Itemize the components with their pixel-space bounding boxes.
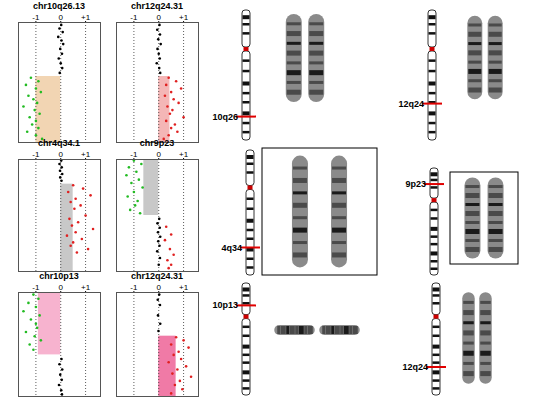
svg-text:+1: +1 — [179, 13, 189, 22]
html-text:chr9p23: chr9p23 — [139, 138, 175, 148]
svg-text:-1: -1 — [130, 150, 138, 159]
svg-text:10p13: 10p13 — [212, 300, 238, 310]
svg-text:+1: +1 — [81, 283, 91, 292]
svg-text:+1: +1 — [81, 150, 91, 159]
svg-text:+1: +1 — [81, 13, 91, 22]
svg-text:+1: +1 — [179, 283, 189, 292]
svg-text:9p23: 9p23 — [405, 179, 426, 189]
html-text:chr12q24.31: chr12q24.31 — [131, 271, 183, 281]
svg-text:0: 0 — [157, 283, 162, 292]
html-text:chr10p13: chr10p13 — [39, 271, 79, 281]
svg-text:-1: -1 — [130, 13, 138, 22]
svg-text:12q24: 12q24 — [398, 99, 424, 109]
svg-text:-1: -1 — [32, 283, 40, 292]
svg-text:0: 0 — [59, 283, 64, 292]
svg-text:10q26: 10q26 — [212, 112, 238, 122]
html-text:chr12q24.31: chr12q24.31 — [131, 1, 183, 11]
svg-text:-1: -1 — [32, 150, 40, 159]
svg-text:12q24: 12q24 — [402, 362, 428, 372]
svg-text:0: 0 — [157, 13, 162, 22]
svg-text:+1: +1 — [179, 150, 189, 159]
svg-text:-1: -1 — [32, 13, 40, 22]
svg-text:4q34: 4q34 — [221, 243, 242, 253]
svg-text:-1: -1 — [130, 283, 138, 292]
svg-text:0: 0 — [59, 13, 64, 22]
html-text:chr4q34.1: chr4q34.1 — [38, 138, 80, 148]
svg-text:0: 0 — [59, 150, 64, 159]
svg-text:0: 0 — [157, 150, 162, 159]
html-text:chr10q26.13: chr10q26.13 — [33, 1, 85, 11]
